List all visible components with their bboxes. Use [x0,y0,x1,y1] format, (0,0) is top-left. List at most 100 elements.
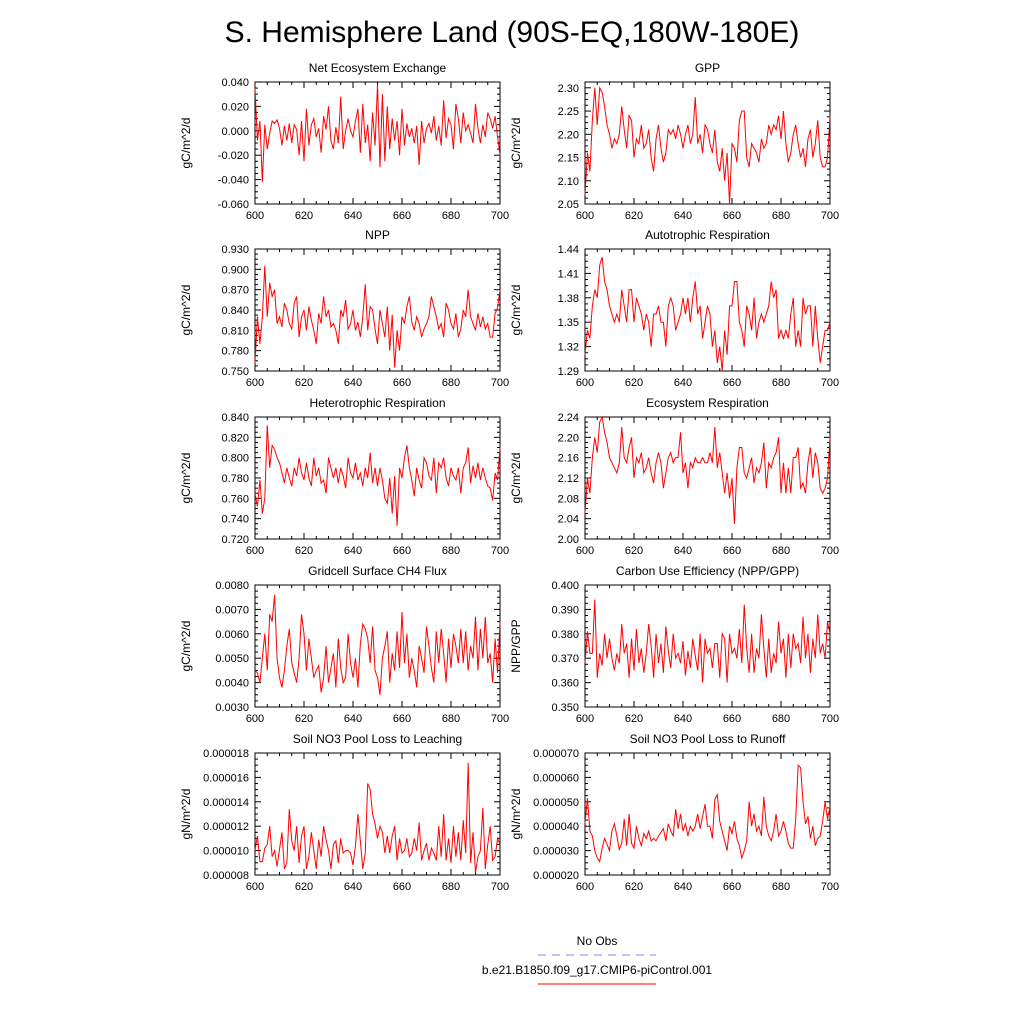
x-tick-label: 680 [772,377,790,389]
panel-soil-no3-pool-loss-to-leaching: Soil NO3 Pool Loss to Leaching 600 620 640 6… [179,732,509,893]
y-tick-label: 0.800 [221,453,249,465]
y-tick-label: 2.00 [558,534,579,546]
y-tick-label: 2.08 [558,493,579,505]
x-tick-label: 600 [576,713,594,725]
y-tick-label: 0.740 [221,514,249,526]
x-tick-label: 680 [772,881,790,893]
y-tick-label: 0.000010 [203,846,249,858]
y-axis-label: gC/m^2/d [179,621,193,672]
x-tick-label: 680 [442,210,460,222]
x-tick-label: 620 [295,377,313,389]
y-tick-label: 1.32 [558,342,579,354]
series-line [584,415,831,524]
y-axis-label: gN/m^2/d [179,789,193,840]
y-tick-label: 1.41 [558,268,579,280]
y-tick-label: 0.750 [221,366,249,378]
y-tick-label: 0.840 [221,305,249,317]
x-tick-label: 680 [772,545,790,557]
series-line [584,764,831,863]
x-tick-label: 600 [576,545,594,557]
y-tick-label: 0.000040 [533,821,579,833]
x-tick-label: 680 [772,210,790,222]
x-tick-label: 700 [491,545,509,557]
figure-title: S. Hemisphere Land (90S-EQ,180W-180E) [225,16,800,49]
x-tick-label: 700 [821,210,839,222]
y-axis-label: gN/m^2/d [509,789,523,840]
x-tick-label: 600 [576,377,594,389]
panel-title: NPP [365,228,390,242]
x-tick-label: 640 [344,210,362,222]
y-tick-label: 0.000008 [203,870,249,882]
series-line [254,594,501,695]
x-tick-label: 620 [625,713,643,725]
x-tick-label: 700 [491,210,509,222]
plot-frame [584,416,831,540]
x-tick-label: 640 [674,210,692,222]
y-tick-label: 2.15 [558,153,579,165]
x-tick-label: 700 [491,713,509,725]
y-tick-label: 0.0050 [215,653,249,665]
panel-title: GPP [695,61,720,75]
y-tick-label: 1.29 [558,366,579,378]
y-tick-label: 1.44 [558,244,579,256]
y-tick-label: 0.000060 [533,772,579,784]
x-tick-label: 620 [625,545,643,557]
y-tick-label: 0.020 [221,101,249,113]
x-tick-label: 640 [674,881,692,893]
y-tick-label: 2.12 [558,473,579,485]
series-line [584,86,831,205]
panel-title: Soil NO3 Pool Loss to Runoff [630,732,787,746]
plot-frame [584,752,831,876]
x-tick-label: 700 [821,713,839,725]
x-tick-label: 600 [576,210,594,222]
y-tick-label: 0.000012 [203,821,249,833]
y-tick-label: 0.840 [221,412,249,424]
y-tick-label: 0.0040 [215,678,249,690]
y-tick-label: 2.30 [558,83,579,95]
panel-gpp: GPP 600 620 640 660 680 700 2.05 2.10 2.15 2.20 2.2… [509,61,839,222]
panel-soil-no3-pool-loss-to-runoff: Soil NO3 Pool Loss to Runoff 600 620 640 660… [509,732,839,893]
panel-net-ecosystem-exchange: Net Ecosystem Exchange 600 620 640 660 680 700… [179,61,509,222]
y-tick-label: -0.040 [218,175,249,187]
y-tick-label: 0.810 [221,325,249,337]
plot-frame [254,584,501,708]
panel-grid: Net Ecosystem Exchange 600 620 640 660 680 700… [179,61,839,893]
x-tick-label: 640 [674,545,692,557]
x-tick-label: 680 [442,713,460,725]
x-tick-label: 620 [295,713,313,725]
y-axis-label: gC/m^2/d [509,285,523,336]
x-tick-label: 660 [723,545,741,557]
plot-frame [584,584,831,708]
x-tick-label: 660 [393,881,411,893]
panel-gridcell-surface-ch4-flux: Gridcell Surface CH4 Flux 600 620 640 660 680… [179,564,509,725]
x-tick-label: 660 [723,713,741,725]
x-tick-label: 600 [246,713,264,725]
x-tick-label: 700 [821,377,839,389]
y-tick-label: 2.25 [558,106,579,118]
y-tick-label: 0.000018 [203,748,249,760]
x-tick-label: 600 [246,881,264,893]
y-tick-label: 0.000050 [533,797,579,809]
y-tick-label: 2.10 [558,176,579,188]
legend-label-no-obs: No Obs [577,934,618,948]
x-tick-label: 660 [723,377,741,389]
y-tick-label: 0.0070 [215,604,249,616]
y-tick-label: 0.350 [551,702,579,714]
x-tick-label: 660 [393,545,411,557]
series-line [254,425,501,526]
y-tick-label: -0.020 [218,150,249,162]
y-tick-label: 0.360 [551,678,579,690]
series-line [254,84,501,183]
panel-title: Autotrophic Respiration [645,228,770,242]
series-line [254,762,501,873]
y-tick-label: 0.870 [221,285,249,297]
x-tick-label: 680 [442,377,460,389]
plot-frame [254,416,501,540]
panel-npp: NPP 600 620 640 660 680 700 0.750 0.780 0.810 0.84… [179,228,509,389]
y-axis-label: NPP/GPP [509,619,523,672]
y-tick-label: -0.060 [218,199,249,211]
legend-label-control-run: b.e21.B1850.f09_g17.CMIP6-piControl.001 [482,963,712,977]
series-line [254,265,501,368]
x-tick-label: 620 [625,377,643,389]
